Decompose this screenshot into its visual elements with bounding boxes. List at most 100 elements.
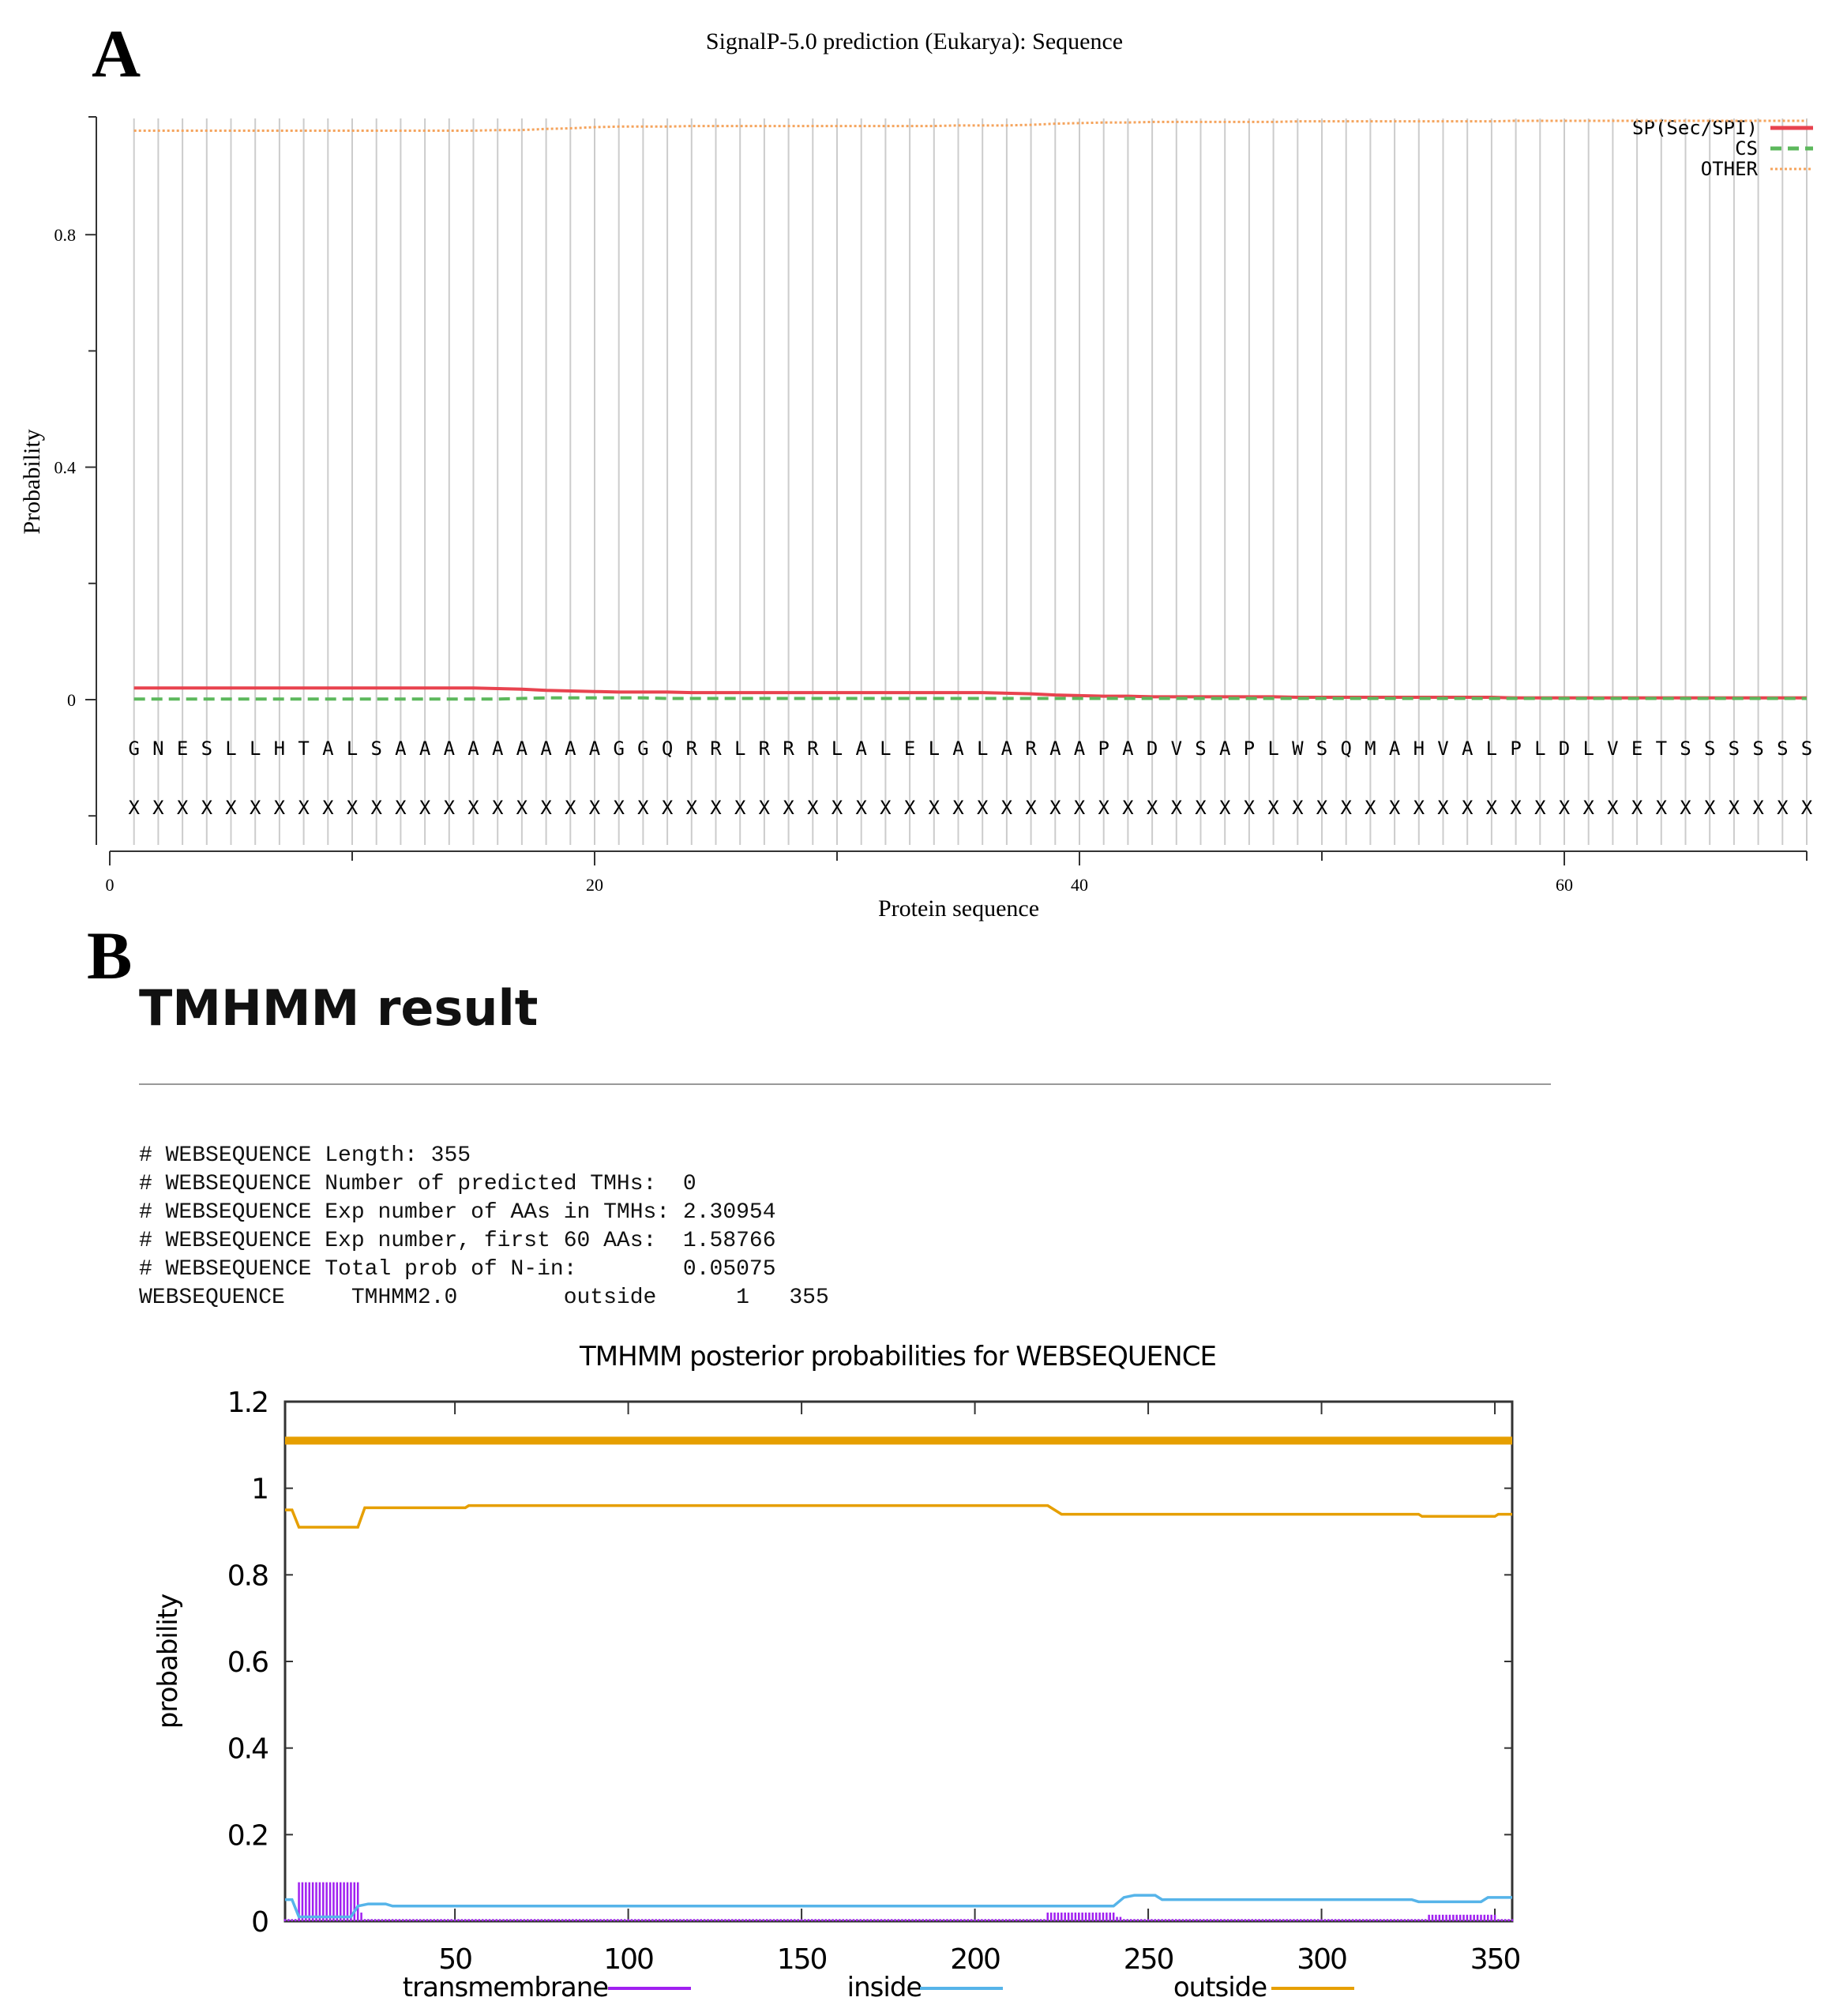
annotation-label: X	[1801, 797, 1813, 819]
residue-label: G	[128, 738, 139, 760]
x-tick-label: 350	[1470, 1943, 1520, 1976]
annotation-label: X	[855, 797, 867, 819]
annotation-label: X	[662, 797, 674, 819]
summary-line: WEBSEQUENCE TMHMM2.0 outside 1 355	[139, 1286, 829, 1310]
residue-label: T	[1656, 738, 1667, 760]
annotation-label: X	[467, 797, 479, 819]
annotation-label: X	[1510, 797, 1522, 819]
legend-label: CS	[1735, 137, 1758, 160]
residue-label: L	[832, 738, 843, 760]
annotation-label: X	[710, 797, 722, 819]
annotation-label: X	[734, 797, 746, 819]
residue-label: S	[1729, 738, 1740, 760]
residue-label: S	[1801, 738, 1812, 760]
annotation-label: X	[152, 797, 164, 819]
residue-label: L	[1582, 738, 1594, 760]
x-tick-label: 250	[1124, 1943, 1173, 1976]
residue-label: A	[1389, 738, 1401, 760]
annotation-label: X	[225, 797, 237, 819]
residue-label: S	[1195, 738, 1206, 760]
x-axis-label: Protein sequence	[878, 895, 1039, 922]
y-tick-label: 0.4	[227, 1733, 268, 1766]
residue-label: P	[1098, 738, 1109, 760]
residue-label: A	[540, 738, 552, 760]
residue-label: L	[1486, 738, 1497, 760]
residue-label: A	[855, 738, 867, 760]
annotation-label: X	[832, 797, 843, 819]
tmhmm-heading: TMHMM result	[139, 979, 539, 1037]
chart-title: TMHMM posterior probabilities for WEBSEQ…	[579, 1341, 1216, 1372]
annotation-label: X	[1486, 797, 1498, 819]
residue-label: A	[1074, 738, 1086, 760]
residue-label: V	[1607, 738, 1618, 760]
annotation-label: X	[1049, 797, 1061, 819]
y-tick-label: 1	[251, 1474, 268, 1506]
annotation-label: X	[1534, 797, 1546, 819]
residue-label: S	[1680, 738, 1691, 760]
series-line-spsecspi	[133, 686, 1807, 700]
annotation-label: X	[783, 797, 794, 819]
annotation-label: X	[1074, 797, 1086, 819]
x-tick-label: 60	[1556, 875, 1573, 895]
annotation-label: X	[1437, 797, 1449, 819]
annotation-label: X	[1025, 797, 1037, 819]
residue-label: E	[177, 738, 188, 760]
annotation-label: X	[128, 797, 140, 819]
residue-label: S	[370, 738, 381, 760]
annotation-label: X	[1704, 797, 1716, 819]
residue-label: H	[274, 738, 285, 760]
annotation-label: X	[419, 797, 431, 819]
annotation-label: X	[395, 797, 407, 819]
annotation-label: X	[1631, 797, 1643, 819]
annotation-label: X	[1219, 797, 1231, 819]
annotation-label: X	[637, 797, 649, 819]
residue-label: L	[347, 738, 358, 760]
residue-label: L	[734, 738, 745, 760]
residue-label: A	[565, 738, 576, 760]
annotation-label: X	[540, 797, 552, 819]
y-tick-label: 0.6	[227, 1646, 268, 1679]
x-tick-label: 40	[1071, 875, 1088, 895]
annotation-label: X	[1267, 797, 1279, 819]
signalp-chart: SignalP-5.0 prediction (Eukarya): Sequen…	[19, 28, 1813, 922]
annotation-label: X	[250, 797, 261, 819]
annotation-label: X	[613, 797, 625, 819]
summary-line: # WEBSEQUENCE Exp number of AAs in TMHs:…	[139, 1200, 776, 1225]
plot-frame	[283, 1400, 1514, 1923]
summary-line: # WEBSEQUENCE Exp number, first 60 AAs: …	[139, 1229, 776, 1253]
residue-label: P	[1244, 738, 1255, 760]
residue-label: R	[783, 738, 794, 760]
residue-label: L	[929, 738, 940, 760]
annotation-label: X	[952, 797, 964, 819]
tmhmm-chart: TMHMM posterior probabilities for WEBSEQ…	[152, 1341, 1522, 2003]
residue-label: L	[250, 738, 261, 760]
annotation-label: X	[1292, 797, 1304, 819]
residue-label: S	[201, 738, 212, 760]
residue-label: A	[1049, 738, 1061, 760]
residue-label: W	[1292, 738, 1304, 760]
series-outside-line	[285, 1504, 1512, 1529]
residue-label: L	[1534, 738, 1545, 760]
residue-label: A	[1462, 738, 1473, 760]
residue-label: R	[759, 738, 771, 760]
annotation-label: X	[1316, 797, 1328, 819]
annotation-label: X	[1171, 797, 1183, 819]
annotation-label: X	[1340, 797, 1352, 819]
residue-label: D	[1559, 738, 1570, 760]
annotation-label: X	[1365, 797, 1376, 819]
annotation-label: X	[1244, 797, 1256, 819]
legend-label: outside	[1173, 1972, 1267, 2003]
residue-label: V	[1171, 738, 1182, 760]
annotation-label: X	[759, 797, 771, 819]
y-tick-label: 0.8	[54, 225, 77, 245]
annotation-label: X	[1098, 797, 1109, 819]
annotation-label: X	[1729, 797, 1740, 819]
residue-label: M	[1365, 738, 1376, 760]
residue-label: A	[467, 738, 479, 760]
residue-label: R	[807, 738, 819, 760]
residue-label: A	[1001, 738, 1013, 760]
residue-label: L	[977, 738, 988, 760]
x-tick-label: 300	[1297, 1943, 1346, 1976]
residue-label: A	[444, 738, 456, 760]
residue-label: E	[904, 738, 915, 760]
